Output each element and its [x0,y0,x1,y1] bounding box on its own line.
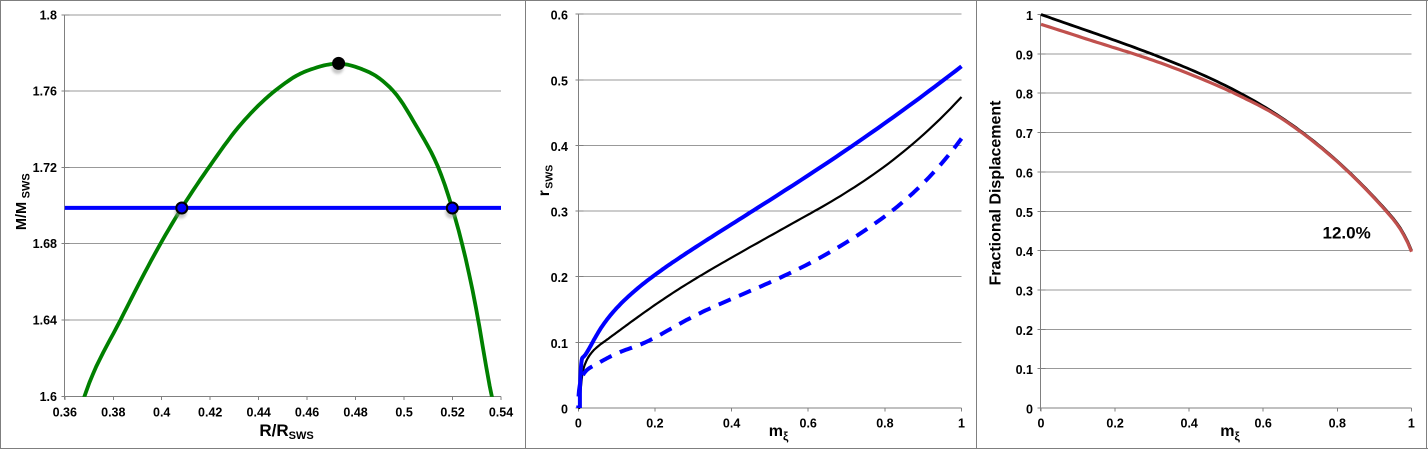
svg-text:0.6: 0.6 [800,417,817,431]
svg-text:0.5: 0.5 [395,406,412,420]
svg-text:0.4: 0.4 [1016,245,1033,259]
svg-text:0.46: 0.46 [295,406,319,420]
svg-text:0.4: 0.4 [723,417,740,431]
svg-text:0.4: 0.4 [551,140,568,154]
svg-text:0.1: 0.1 [551,337,568,351]
svg-text:0.8: 0.8 [876,417,893,431]
svg-text:0.48: 0.48 [343,406,367,420]
svg-text:0: 0 [561,403,568,417]
svg-text:1: 1 [958,417,965,431]
svg-text:1: 1 [1408,417,1415,431]
svg-text:0.2: 0.2 [1016,324,1033,338]
svg-text:0.2: 0.2 [646,417,663,431]
svg-text:0.2: 0.2 [1106,417,1123,431]
svg-text:0.6: 0.6 [1255,417,1272,431]
svg-text:0.7: 0.7 [1016,127,1033,141]
svg-text:0.6: 0.6 [551,9,568,23]
svg-text:12.0%: 12.0% [1323,224,1371,243]
svg-text:0.5: 0.5 [551,74,568,88]
svg-text:0.44: 0.44 [247,406,271,420]
svg-text:1.72: 1.72 [33,161,57,175]
svg-text:0.54: 0.54 [489,406,513,420]
svg-text:0.2: 0.2 [551,271,568,285]
svg-text:0: 0 [1038,417,1045,431]
svg-text:0.6: 0.6 [1016,166,1033,180]
svg-text:0.4: 0.4 [1181,417,1198,431]
svg-text:0: 0 [575,417,582,431]
svg-text:0.36: 0.36 [53,406,77,420]
svg-text:0: 0 [1026,403,1033,417]
svg-text:1.8: 1.8 [40,9,57,23]
svg-text:1.68: 1.68 [33,237,57,251]
svg-text:Fractional Displacement: Fractional Displacement [988,100,1005,286]
svg-text:0.3: 0.3 [551,206,568,220]
svg-text:0.9: 0.9 [1016,48,1033,62]
svg-text:0.3: 0.3 [1016,284,1033,298]
svg-text:1.64: 1.64 [33,313,57,327]
svg-text:0.8: 0.8 [1016,88,1033,102]
svg-text:1: 1 [1026,9,1033,23]
svg-text:1.76: 1.76 [33,85,57,99]
svg-text:0.42: 0.42 [198,406,222,420]
svg-text:0.5: 0.5 [1016,206,1033,220]
svg-text:0.38: 0.38 [101,406,125,420]
svg-text:0.8: 0.8 [1329,417,1346,431]
svg-text:0.4: 0.4 [153,406,170,420]
svg-text:0.52: 0.52 [440,406,464,420]
svg-text:0.1: 0.1 [1016,363,1033,377]
svg-text:1.6: 1.6 [40,390,57,404]
